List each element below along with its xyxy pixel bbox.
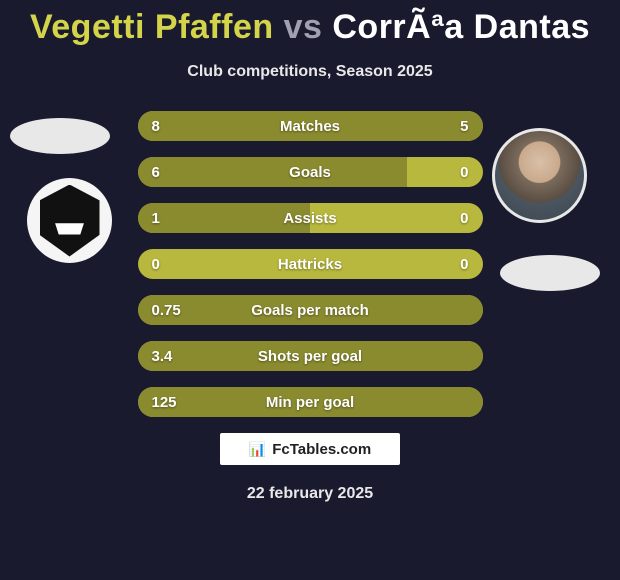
stat-label: Min per goal <box>138 387 483 417</box>
stat-bars: 8Matches56Goals01Assists00Hattricks00.75… <box>138 111 483 417</box>
subtitle: Club competitions, Season 2025 <box>0 63 620 81</box>
stat-row: 6Goals0 <box>138 157 483 187</box>
vs-separator: vs <box>284 8 323 46</box>
stat-row: 125Min per goal <box>138 387 483 417</box>
player1-name: Vegetti Pfaffen <box>30 8 274 46</box>
comparison-title: Vegetti Pfaffen vs CorrÃªa Dantas <box>0 0 620 47</box>
stat-right-value: 0 <box>460 157 468 187</box>
stat-label: Goals per match <box>138 295 483 325</box>
stat-row: 3.4Shots per goal <box>138 341 483 371</box>
stat-row: 0Hattricks0 <box>138 249 483 279</box>
stat-label: Hattricks <box>138 249 483 279</box>
stat-row: 0.75Goals per match <box>138 295 483 325</box>
stat-label: Assists <box>138 203 483 233</box>
date-label: 22 february 2025 <box>0 485 620 503</box>
stat-right-value: 0 <box>460 203 468 233</box>
fctables-badge: 📊 FcTables.com <box>220 433 400 465</box>
stat-label: Matches <box>138 111 483 141</box>
stat-row: 8Matches5 <box>138 111 483 141</box>
stats-content: 8Matches56Goals01Assists00Hattricks00.75… <box>0 111 620 503</box>
stat-label: Goals <box>138 157 483 187</box>
player2-name: CorrÃªa Dantas <box>332 8 590 46</box>
stat-right-value: 0 <box>460 249 468 279</box>
stat-right-value: 5 <box>460 111 468 141</box>
fctables-text: FcTables.com <box>272 441 371 458</box>
chart-icon: 📊 <box>249 441 266 458</box>
stat-row: 1Assists0 <box>138 203 483 233</box>
stat-label: Shots per goal <box>138 341 483 371</box>
